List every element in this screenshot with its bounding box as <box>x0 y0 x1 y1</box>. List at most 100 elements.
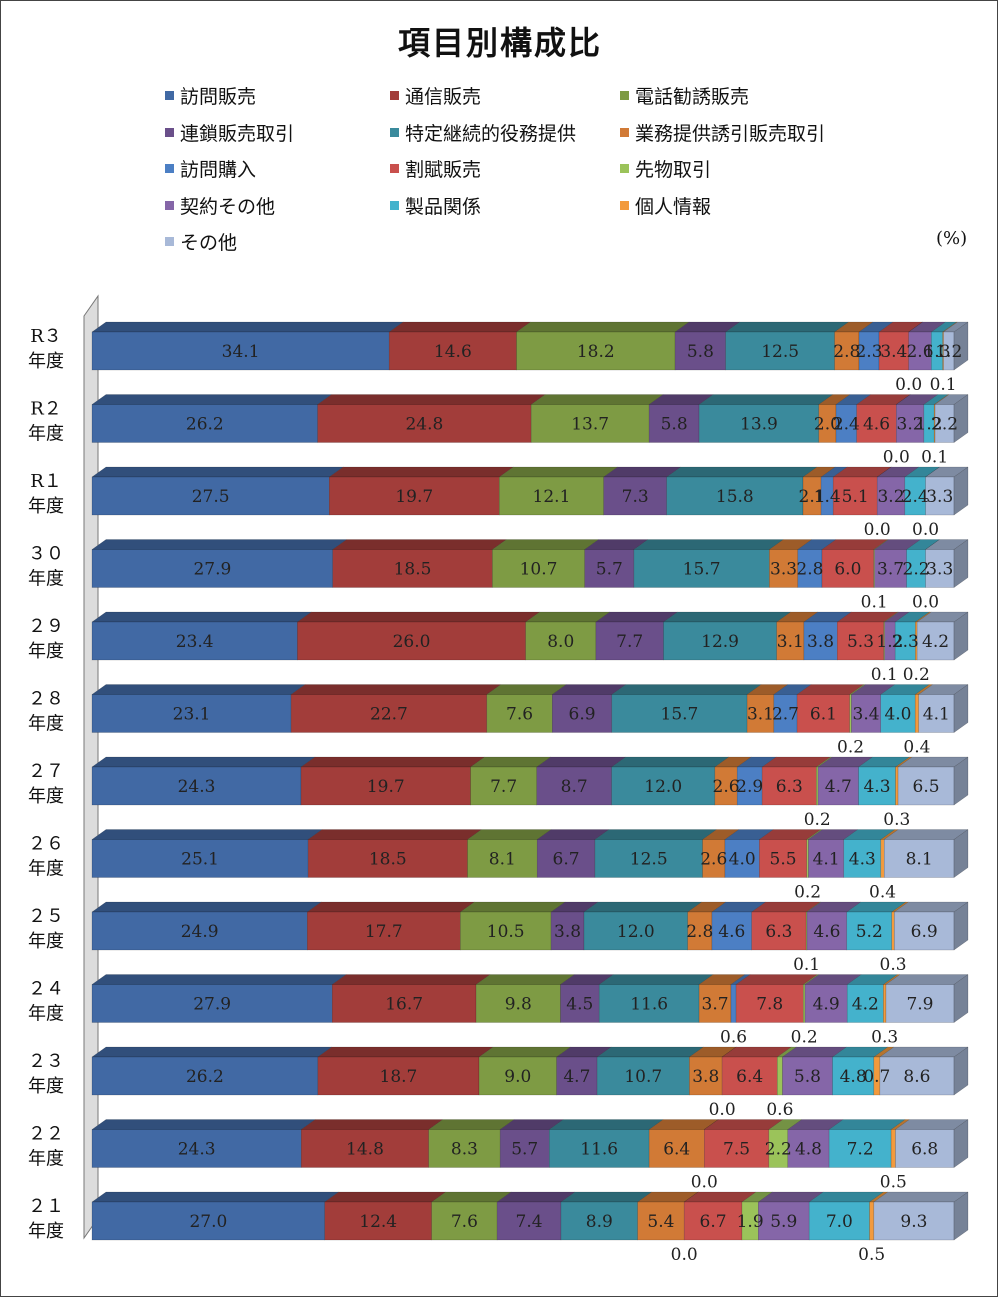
bar-segment <box>598 984 700 1023</box>
data-label: 34.1 <box>222 342 260 362</box>
data-label: 1.9 <box>737 1212 764 1232</box>
bar-segment <box>91 331 390 371</box>
legend-item: 契約その他 <box>165 192 275 219</box>
bar-segment <box>796 694 850 733</box>
data-label: 0.0 <box>864 520 891 540</box>
bar-top <box>524 611 611 623</box>
category-label: 年度 <box>28 714 64 735</box>
data-label: 12.4 <box>359 1212 397 1232</box>
data-label: 0.0 <box>691 1173 718 1193</box>
data-label: 2.4 <box>833 415 860 435</box>
data-label: 0.3 <box>871 1028 898 1048</box>
legend-item: 業務提供誘引販売取引 <box>620 119 825 146</box>
bar-side <box>953 684 969 733</box>
bar-top <box>307 829 483 840</box>
bar-segment <box>894 911 955 951</box>
bar-top <box>491 539 600 550</box>
bar-segment <box>846 984 884 1023</box>
bar-segment <box>478 1056 557 1096</box>
data-label: 8.6 <box>903 1067 930 1087</box>
bar-segment <box>751 911 807 951</box>
legend-swatch <box>165 127 174 137</box>
data-label: 4.3 <box>863 777 890 797</box>
data-label: 14.8 <box>346 1140 384 1160</box>
bar-top <box>466 829 552 840</box>
bar-segment <box>674 331 726 371</box>
bar-segment <box>595 621 664 661</box>
bar-top <box>91 974 348 985</box>
bar-segment <box>806 839 809 878</box>
bar-segment <box>637 1201 685 1241</box>
bar-segment <box>698 984 732 1023</box>
data-label: 3.1 <box>747 705 774 725</box>
data-label: 2.6 <box>700 850 727 870</box>
data-label: 3.8 <box>807 632 834 652</box>
data-label: 3.4 <box>853 705 880 725</box>
data-label: 6.7 <box>553 850 580 870</box>
legend-swatch <box>390 127 399 137</box>
legend-swatch <box>165 237 174 246</box>
legend-label: 個人情報 <box>635 195 712 218</box>
bar-segment <box>583 911 688 951</box>
data-label: 2.3 <box>855 342 882 362</box>
bar-segment <box>879 1056 955 1096</box>
bar-segment <box>883 839 955 878</box>
bar-segment <box>687 911 713 951</box>
legend-label: 特定継続的役務提供 <box>405 122 577 145</box>
category-label: ２５ <box>28 906 64 927</box>
category-label: 年度 <box>28 569 64 590</box>
category-label: ２４ <box>28 979 64 1000</box>
data-label: 4.7 <box>825 777 852 797</box>
data-label: 0.2 <box>837 738 864 758</box>
data-label: 8.3 <box>451 1140 478 1160</box>
data-label: 24.3 <box>178 777 216 797</box>
bar-segment <box>874 549 907 588</box>
data-label: 24.8 <box>405 415 443 435</box>
data-label: 2.2 <box>765 1140 792 1160</box>
category-label: R３ <box>30 326 62 347</box>
bar-segment <box>584 549 635 588</box>
data-label: 0.4 <box>903 738 930 758</box>
data-label: 0.1 <box>921 448 948 468</box>
bar-segment <box>797 549 823 588</box>
bar-segment <box>297 621 526 661</box>
bar-side <box>953 756 969 806</box>
category-label: ２８ <box>28 689 64 710</box>
bar-side <box>953 539 969 588</box>
bar-segment <box>536 766 612 806</box>
category-label: 年度 <box>28 1221 64 1242</box>
bar-top <box>611 684 762 695</box>
bar-segment <box>858 766 896 806</box>
data-label: 3.3 <box>926 487 953 507</box>
bar-segment <box>530 404 650 443</box>
bar-top <box>91 466 345 478</box>
bar-top <box>610 756 730 768</box>
data-label: 9.3 <box>900 1212 927 1232</box>
legend-item: 連鎖販売取引 <box>165 119 294 146</box>
data-label: 4.0 <box>884 705 911 725</box>
bar-side <box>953 1119 969 1168</box>
bar-top <box>331 539 508 550</box>
data-label: 0.2 <box>794 883 821 903</box>
data-label: 8.1 <box>489 850 516 870</box>
data-label: 11.6 <box>630 995 668 1015</box>
bar-top <box>478 1046 572 1058</box>
bar-segment <box>499 476 604 516</box>
data-label: 1.2 <box>876 632 903 652</box>
legend-label: 製品関係 <box>405 195 482 218</box>
legend-item: 割賦販売 <box>390 155 481 182</box>
data-label: 1.2 <box>935 342 962 362</box>
data-label: 10.5 <box>487 922 525 942</box>
bar-segment <box>804 984 848 1023</box>
data-label: 17.7 <box>365 922 403 942</box>
legend-item: 通信販売 <box>390 82 481 109</box>
data-label: 0.0 <box>912 520 939 540</box>
data-label: 0.0 <box>671 1245 698 1265</box>
bar-segment <box>525 621 597 661</box>
bar-segment <box>758 1201 810 1241</box>
legend-label: 割賦販売 <box>405 159 482 181</box>
bar-segment <box>549 1129 650 1168</box>
bar-segment <box>925 476 955 516</box>
bar-segment <box>725 331 835 371</box>
